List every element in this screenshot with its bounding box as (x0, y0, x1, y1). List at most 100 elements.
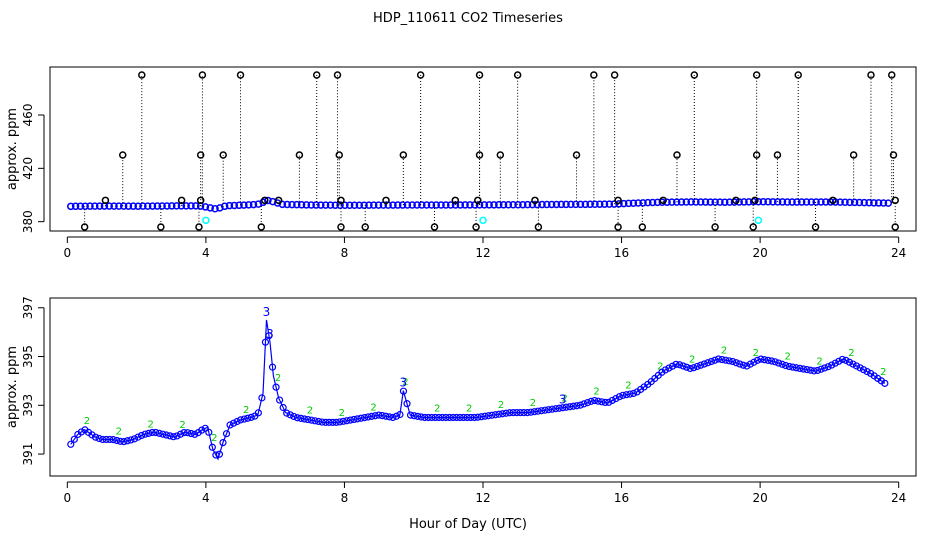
top-data-point (148, 202, 157, 210)
bottom-data-point (201, 424, 209, 432)
top-x-tick-label: 16 (614, 246, 629, 260)
bottom-data-point (159, 430, 167, 438)
top-outlier-bottom (638, 223, 647, 231)
top-data-point (307, 201, 315, 209)
top-data-point (206, 204, 214, 212)
top-data-point (76, 202, 85, 211)
top-data-point (442, 201, 450, 209)
bottom-data-point (721, 356, 730, 364)
top-data-point (302, 201, 311, 209)
bottom-data-point (792, 364, 800, 372)
top-data-point (629, 199, 638, 207)
bottom-data-point (594, 397, 602, 405)
top-outlier-low (659, 196, 667, 205)
bottom-data-point (732, 359, 740, 367)
top-data-point (244, 201, 253, 209)
bottom-data-point (477, 413, 485, 421)
bottom-data-point (881, 379, 889, 387)
bottom-data-point (467, 413, 475, 422)
bottom-data-point (541, 406, 549, 414)
top-data-point (158, 202, 166, 210)
bottom-data-point (828, 361, 836, 369)
bottom-data-point (806, 366, 815, 374)
bottom-data-point (212, 451, 220, 459)
top-outlier-low (101, 196, 110, 205)
bottom-data-label: 2 (147, 419, 153, 430)
bottom-data-point (368, 412, 376, 420)
bottom-data-point (290, 412, 298, 421)
top-data-point (615, 200, 623, 208)
bottom-data-point (803, 366, 811, 374)
top-outlier-bottom (257, 223, 266, 231)
top-outlier-bottom (711, 223, 719, 231)
top-data-point (235, 201, 243, 210)
top-data-point (822, 198, 830, 206)
top-outlier-bottom (337, 223, 345, 231)
top-data-point (648, 198, 657, 207)
top-outlier-mid (475, 151, 484, 159)
top-data-point (461, 201, 469, 209)
bottom-axes: 0 4 8 12 16 20 24 391 393 395 397 (21, 296, 906, 505)
bottom-data-point (580, 400, 588, 408)
bottom-data-point (226, 421, 234, 429)
bottom-data-point (615, 393, 623, 401)
top-data-point (331, 201, 340, 209)
bottom-data-point (276, 396, 284, 404)
bottom-data-point (265, 332, 273, 340)
bottom-data-point (449, 413, 457, 422)
top-outlier-mid (118, 151, 127, 159)
bottom-data-point (414, 412, 422, 420)
top-data-point (369, 201, 378, 209)
bottom-data-point (598, 398, 606, 406)
bottom-data-point (619, 391, 627, 399)
top-data-point (802, 198, 811, 206)
bottom-y-tick-label: 395 (21, 345, 35, 368)
bottom-y-tick-label: 397 (21, 296, 35, 319)
bottom-data-point (488, 411, 496, 419)
bottom-data-point (739, 361, 747, 369)
top-outlier-high (138, 71, 146, 79)
bottom-data-label: 2 (84, 416, 90, 427)
bottom-data-point (668, 362, 677, 370)
bottom-data-point (629, 389, 638, 398)
bottom-data-label: 2 (785, 351, 791, 362)
bottom-data-point (145, 429, 153, 437)
top-data-point (495, 201, 503, 209)
bottom-data-point (520, 409, 528, 417)
top-outlier-high (610, 71, 619, 79)
top-data-point (605, 200, 614, 208)
bottom-data-point (360, 413, 369, 422)
bottom-data-point (601, 398, 609, 407)
top-data-point (201, 203, 210, 211)
top-ylabel: approx. ppm (5, 108, 20, 190)
top-data-point (187, 202, 195, 210)
top-data-point (398, 201, 407, 209)
top-data-point (143, 202, 152, 210)
bottom-data-point (268, 363, 277, 371)
top-data-point (817, 198, 825, 206)
top-data-point (552, 200, 561, 209)
bottom-data-label: 2 (657, 361, 663, 372)
bottom-data-point (771, 358, 779, 366)
bottom-x-tick-label: 20 (752, 491, 767, 505)
bottom-data-point (764, 356, 772, 364)
bottom-data-point (665, 364, 673, 372)
bottom-x-tick-label: 4 (202, 491, 210, 505)
top-data-point (288, 200, 296, 209)
bottom-data-label: 2 (753, 348, 759, 359)
bottom-data-point (498, 410, 507, 418)
top-outlier-low (274, 196, 283, 205)
bottom-data-point (244, 414, 252, 422)
bottom-data-point (130, 435, 139, 443)
top-data-point (759, 197, 768, 206)
top-outlier-low (751, 196, 759, 205)
bottom-data-point (750, 358, 758, 366)
bottom-data-point (176, 430, 185, 438)
bottom-data-point (523, 409, 531, 417)
top-outlier-low (196, 196, 205, 205)
top-data-point (677, 198, 686, 206)
top-data-point (721, 198, 729, 206)
top-outlier-high (690, 71, 699, 79)
top-data-point (91, 202, 99, 210)
top-x-tick-label: 4 (202, 246, 210, 260)
